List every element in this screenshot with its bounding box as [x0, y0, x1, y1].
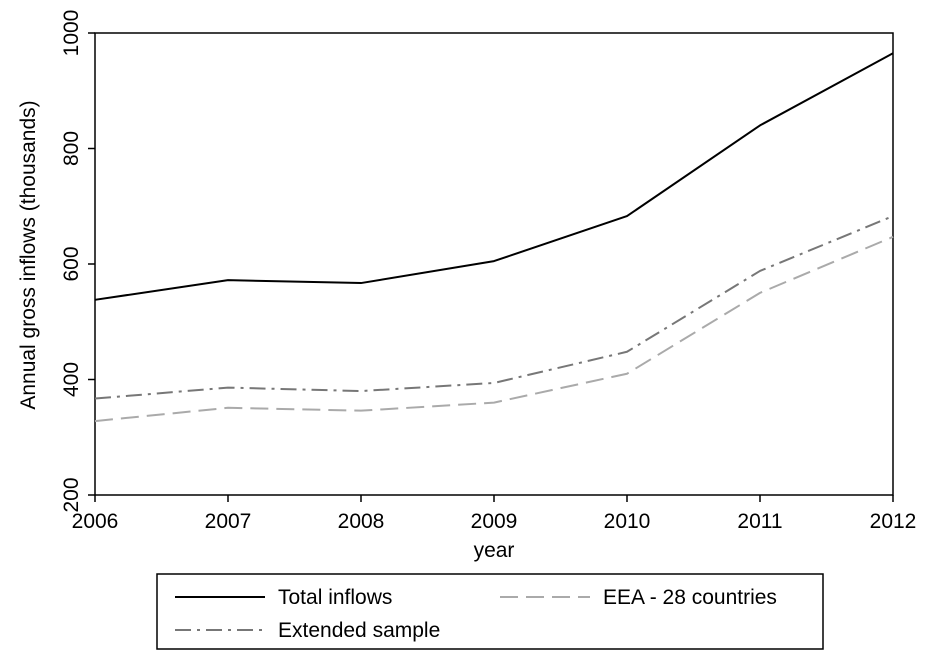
plot-axes — [95, 33, 893, 495]
x-axis-ticks: 2006 2007 2008 2009 2010 2011 2012 — [72, 495, 917, 533]
legend: Total inflows EEA - 28 countries Extended … — [157, 574, 823, 649]
x-tick-label: 2011 — [737, 510, 782, 533]
x-tick-label: 2007 — [205, 510, 252, 533]
series-lines — [95, 53, 893, 421]
y-tick-label: 200 — [60, 477, 83, 512]
y-tick-label: 600 — [60, 246, 83, 281]
y-tick-label: 1000 — [60, 10, 83, 57]
legend-label: EEA - 28 countries — [603, 586, 777, 609]
y-axis-label: Annual gross inflows (thousands) — [17, 100, 40, 409]
legend-label: Total inflows — [278, 586, 392, 609]
x-axis-label: year — [474, 539, 515, 562]
y-tick-label: 400 — [60, 362, 83, 397]
legend-label: Extended sample — [278, 619, 440, 642]
series-line-3 — [95, 216, 893, 398]
x-tick-label: 2009 — [471, 510, 518, 533]
x-tick-label: 2010 — [604, 510, 651, 533]
x-tick-label: 2008 — [338, 510, 385, 533]
plot-frame — [95, 33, 893, 495]
y-tick-label: 800 — [60, 131, 83, 166]
y-axis-ticks: 200 400 600 800 1000 — [60, 10, 95, 513]
series-line-1 — [95, 53, 893, 300]
x-tick-label: 2012 — [870, 510, 917, 533]
